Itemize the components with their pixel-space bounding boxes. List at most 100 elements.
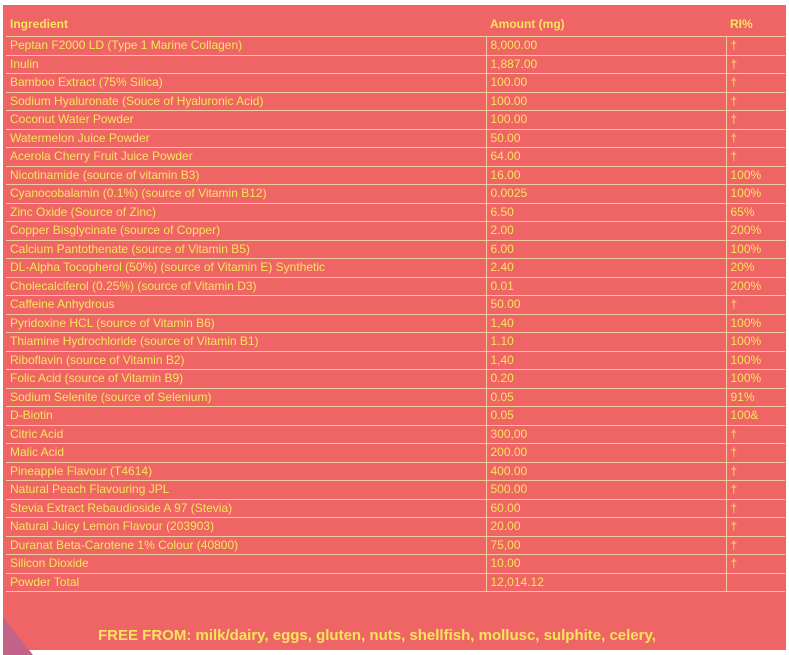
table-cell: 6.50 — [486, 203, 727, 222]
table-cell: 20.00 — [486, 517, 727, 537]
table-cell: Natural Peach Flavouring JPL — [6, 480, 487, 500]
table-cell: 1,887.00 — [486, 55, 727, 74]
table-cell: Cyanocobalamin (0.1%) (source of Vitamin… — [6, 184, 487, 204]
corner-decoration — [3, 617, 33, 655]
panel: Ingredient Amount (mg) RI% Peptan F2000 LD… — [3, 5, 786, 655]
table-cell: Pyridoxine HCL (source of Vitamin B6) — [6, 314, 487, 333]
table-row: Riboflavin (source of Vitamin B2) 1,40 100… — [6, 351, 785, 370]
table-cell: 100.00 — [486, 92, 727, 111]
table-cell: 100% — [726, 332, 785, 352]
table-cell: Caffeine Anhydrous — [6, 295, 487, 315]
table-cell: 100% — [726, 314, 785, 333]
table-cell: 64.00 — [486, 147, 727, 167]
table-cell: 0.05 — [486, 388, 727, 407]
table-cell: Nicotinamide (source of vitamin B3) — [6, 166, 487, 185]
table-cell: 10.00 — [486, 554, 727, 574]
header-row: Ingredient Amount (mg) RI% — [6, 12, 785, 37]
table-row: Natural Juicy Lemon Flavour (203903) 20.0… — [6, 517, 785, 537]
table-cell: 300,00 — [486, 425, 727, 444]
table-cell: † — [726, 73, 785, 93]
table-cell: 12,014.12 — [486, 573, 727, 592]
table-row: Peptan F2000 LD (Type 1 Marine Collagen)… — [6, 36, 785, 56]
table-row: Citric Acid 300,00 † — [6, 425, 785, 444]
table-body: Peptan F2000 LD (Type 1 Marine Collagen)… — [6, 36, 785, 592]
table-cell: D-Biotin — [6, 406, 487, 426]
corner-triangle — [3, 617, 33, 655]
table-cell: 75,00 — [486, 536, 727, 555]
table-cell: 1.10 — [486, 332, 727, 352]
table-row: Calcium Pantothenate (source of Vitamin … — [6, 240, 785, 259]
table-cell — [726, 573, 785, 592]
table-row: Cyanocobalamin (0.1%) (source of Vitamin… — [6, 184, 785, 204]
table-row: DL-Alpha Tocopherol (50%) (source of Vit… — [6, 258, 785, 278]
table-cell: 50.00 — [486, 295, 727, 315]
table-cell: Riboflavin (source of Vitamin B2) — [6, 351, 487, 370]
header-cell: Ingredient — [6, 12, 486, 37]
table-cell: † — [726, 499, 785, 518]
table-cell: Cholecalciferol (0.25%) (source of Vitam… — [6, 277, 487, 296]
table-row: Nicotinamide (source of vitamin B3) 16.00… — [6, 166, 785, 185]
table-cell: 1,40 — [486, 314, 727, 333]
table-cell: 91% — [726, 388, 785, 407]
table-row: Malic Acid 200.00 † — [6, 443, 785, 463]
table-cell: 2.00 — [486, 221, 727, 241]
table-cell: DL-Alpha Tocopherol (50%) (source of Vit… — [6, 258, 487, 278]
table-cell: 16.00 — [486, 166, 727, 185]
table-cell: 65% — [726, 203, 785, 222]
table-row: Sodium Selenite (source of Selenium) 0.05… — [6, 388, 785, 407]
table-cell: Citric Acid — [6, 425, 487, 444]
table-cell: Thiamine Hydrochloride (source of Vitami… — [6, 332, 487, 352]
table-cell: 200% — [726, 277, 785, 296]
table-row: Sodium Hyaluronate (Souce of Hyaluronic … — [6, 92, 785, 111]
table-cell: † — [726, 110, 785, 130]
table-cell: 100& — [726, 406, 785, 426]
table-cell: Malic Acid — [6, 443, 487, 463]
table-cell: 0.05 — [486, 406, 727, 426]
table-row: Watermelon Juice Powder 50.00 † — [6, 129, 785, 148]
table-cell: † — [726, 129, 785, 148]
header-cell: RI% — [726, 12, 785, 37]
table-cell: 60.00 — [486, 499, 727, 518]
table-cell: † — [726, 480, 785, 500]
table-cell: 100% — [726, 351, 785, 370]
table-cell: 100% — [726, 240, 785, 259]
table-cell: Folic Acid (source of Vitamin B9) — [6, 369, 487, 389]
table-cell: † — [726, 517, 785, 537]
table-cell: 100% — [726, 166, 785, 185]
table-cell: 400.00 — [486, 462, 727, 481]
table-cell: 500.00 — [486, 480, 727, 500]
table-cell: † — [726, 462, 785, 481]
table-cell: 2.40 — [486, 258, 727, 278]
table-cell: † — [726, 55, 785, 74]
header-cell: Amount (mg) — [486, 12, 726, 37]
table-cell: Natural Juicy Lemon Flavour (203903) — [6, 517, 487, 537]
table-cell: 6.00 — [486, 240, 727, 259]
table-row: Natural Peach Flavouring JPL 500.00 † — [6, 480, 785, 500]
table-cell: 0.20 — [486, 369, 727, 389]
table-cell: 100.00 — [486, 73, 727, 93]
table-cell: Zinc Oxide (Source of Zinc) — [6, 203, 487, 222]
table-cell: Powder Total — [6, 573, 487, 592]
table-cell: † — [726, 36, 785, 56]
table-cell: 8,000.00 — [486, 36, 727, 56]
table-cell: 0.01 — [486, 277, 727, 296]
table-cell: 100% — [726, 369, 785, 389]
table-cell: Watermelon Juice Powder — [6, 129, 487, 148]
table-cell: 1,40 — [486, 351, 727, 370]
table-cell: 100.00 — [486, 110, 727, 130]
table-cell: † — [726, 425, 785, 444]
table-cell: Peptan F2000 LD (Type 1 Marine Collagen) — [6, 36, 487, 56]
table-cell: Silicon Dioxide — [6, 554, 487, 574]
table-cell: Duranat Beta-Carotene 1% Colour (40800) — [6, 536, 487, 555]
table-row: Silicon Dioxide 10.00 † — [6, 554, 785, 574]
table-row: Stevia Extract Rebaudioside A 97 (Stevia… — [6, 499, 785, 518]
table-cell: † — [726, 536, 785, 555]
table-row: Pyridoxine HCL (source of Vitamin B6) 1,4… — [6, 314, 785, 333]
ingredient-table: Ingredient Amount (mg) RI% Peptan F2000 LD… — [6, 12, 785, 592]
table-row: Duranat Beta-Carotene 1% Colour (40800) 7… — [6, 536, 785, 555]
table-cell: 100% — [726, 184, 785, 204]
table-cell: 0.0025 — [486, 184, 727, 204]
table-row: Bamboo Extract (75% Silica) 100.00 † — [6, 73, 785, 93]
table-row: Cholecalciferol (0.25%) (source of Vitam… — [6, 277, 785, 296]
